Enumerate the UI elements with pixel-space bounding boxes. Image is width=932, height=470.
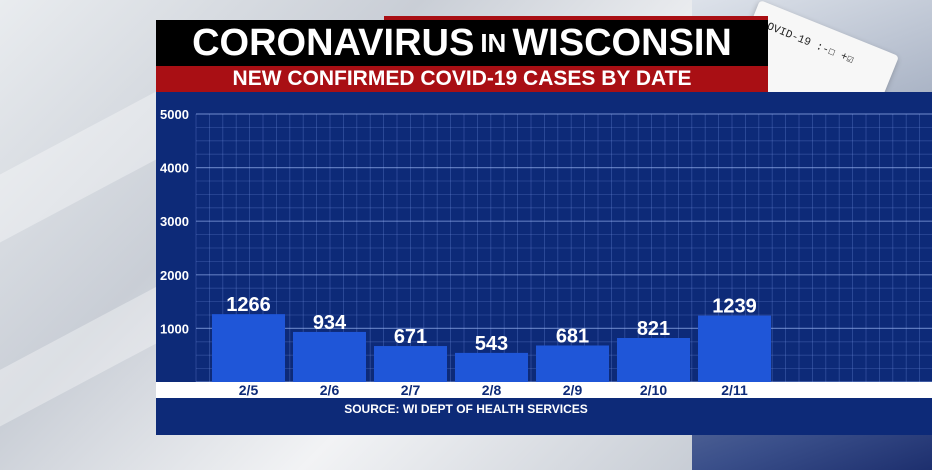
x-tick-label: 2/7 [401, 382, 421, 398]
x-axis-band [156, 382, 932, 398]
y-tick-label: 1000 [160, 321, 189, 336]
y-tick-label: 3000 [160, 214, 189, 229]
source-note: SOURCE: WI DEPT OF HEALTH SERVICES [344, 402, 588, 416]
y-tick-label: 4000 [160, 161, 189, 176]
bar-value-label: 681 [556, 325, 589, 347]
bar-2-10 [617, 337, 690, 382]
bar-value-label: 543 [475, 333, 508, 355]
x-tick-label: 2/5 [239, 382, 259, 398]
bar-2-9 [536, 345, 609, 382]
page-subtitle: NEW CONFIRMED COVID-19 CASES BY DATE [156, 66, 768, 92]
bar-value-label: 934 [313, 312, 347, 334]
bar-2-6 [293, 331, 366, 382]
page-title: CORONAVIRUS IN WISCONSIN [156, 20, 768, 66]
x-axis-ticks: 2/5 2/6 2/7 2/8 2/9 2/10 2/11 [239, 382, 748, 398]
title-accent-bar [384, 16, 768, 21]
title-part-2: IN [480, 27, 507, 58]
bar-value-label: 821 [637, 318, 670, 340]
y-tick-label: 2000 [160, 268, 189, 283]
bar-value-label: 1266 [226, 294, 271, 316]
bar-2-11 [698, 315, 771, 382]
bar-chart: 1000 2000 3000 4000 5000 1266 934 671 543 681 821… [156, 107, 932, 398]
x-tick-label: 2/11 [721, 382, 748, 398]
bar-2-8 [455, 352, 528, 382]
bars: 1266 934 671 543 681 821 1239 [212, 294, 771, 382]
chart-grid [195, 113, 932, 383]
y-axis-ticks: 1000 2000 3000 4000 5000 [160, 107, 189, 336]
x-tick-label: 2/9 [563, 382, 583, 398]
title-part-3: WISCONSIN [512, 21, 732, 64]
x-tick-label: 2/6 [320, 382, 340, 398]
bar-2-7 [374, 346, 447, 382]
bar-value-label: 1239 [712, 296, 757, 318]
x-tick-label: 2/8 [482, 382, 502, 398]
y-tick-label: 5000 [160, 107, 189, 122]
chart-panel: 1000 2000 3000 4000 5000 1266 934 671 543 681 821… [156, 92, 932, 435]
title-part-1: CORONAVIRUS [192, 21, 475, 64]
x-tick-label: 2/10 [640, 382, 667, 398]
bar-value-label: 671 [394, 326, 427, 348]
bar-2-5 [212, 314, 285, 382]
